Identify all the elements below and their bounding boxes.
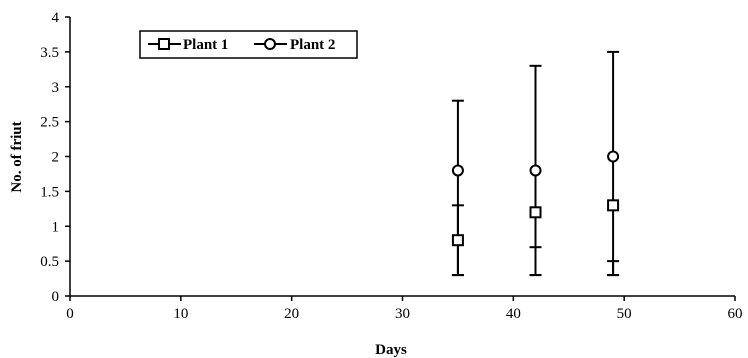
- legend-circle-marker: [264, 38, 276, 50]
- legend-label-plant-2: Plant 2: [290, 37, 335, 53]
- data-point-plant-2: [451, 164, 464, 177]
- y-tick-label: 0.5: [40, 254, 59, 270]
- x-axis-title: Days: [375, 342, 407, 358]
- data-point-plant-1: [529, 206, 542, 219]
- tick-marks: [65, 16, 736, 301]
- axes: [69, 17, 735, 297]
- data-point-plant-1: [451, 234, 464, 247]
- y-tick-label: 4: [52, 10, 60, 26]
- error-bars: [451, 50, 620, 277]
- legend-square-marker: [158, 38, 170, 50]
- legend: Plant 1 Plant 2: [139, 30, 358, 59]
- y-tick-label: 2.5: [40, 115, 59, 131]
- x-tick-label: 40: [506, 306, 521, 322]
- y-tick-label: 0: [52, 289, 60, 305]
- x-tick-label: 50: [617, 306, 632, 322]
- y-tick-label: 2: [52, 150, 60, 166]
- legend-label-plant-1: Plant 1: [183, 37, 228, 53]
- x-tick-label: 10: [173, 306, 188, 322]
- y-tick-label: 1: [52, 219, 60, 235]
- x-tick-label: 20: [284, 306, 299, 322]
- data-point-plant-1: [607, 199, 620, 212]
- y-tick-label: 3.5: [40, 45, 59, 61]
- y-tick-labels: 0 0.5 1 1.5 2 2.5 3 3.5 4: [40, 10, 59, 305]
- x-tick-label: 0: [66, 306, 74, 322]
- x-tick-label: 30: [395, 306, 410, 322]
- data-point-plant-2: [529, 164, 542, 177]
- y-tick-label: 3: [52, 80, 60, 96]
- x-tick-labels: 0 10 20 30 40 50 60: [66, 306, 742, 322]
- x-tick-label: 60: [728, 306, 743, 322]
- data-point-plant-2: [607, 150, 620, 163]
- markers: [451, 150, 620, 247]
- y-tick-label: 1.5: [40, 184, 59, 200]
- y-axis-title: No. of friut: [9, 121, 25, 192]
